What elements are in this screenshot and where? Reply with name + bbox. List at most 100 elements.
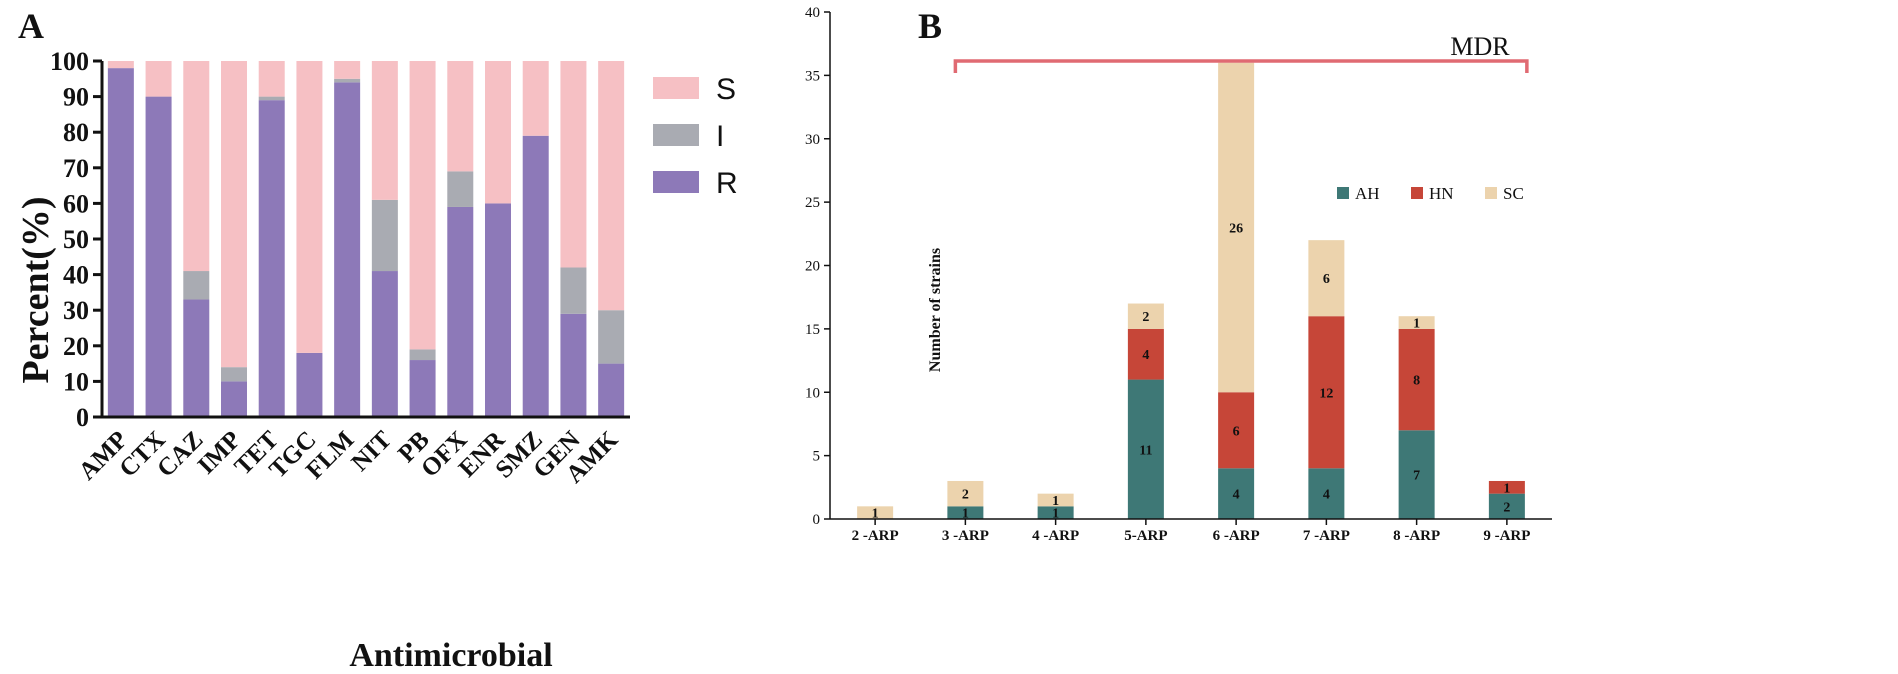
bar-sc-0 [857, 506, 894, 519]
data-label: 8 [1413, 374, 1420, 389]
legend-label-r: R [716, 167, 738, 200]
bar-r-imp [221, 381, 247, 417]
y-tick-label: 50 [63, 225, 89, 254]
bar-ah-1 [947, 506, 984, 519]
bar-i-flm [334, 78, 361, 83]
bar-s-pb [409, 61, 436, 350]
x-tick-label: 7 -ARP [1303, 528, 1350, 544]
panel-a-chart: Percent(%) Antimicrobial AMPCTXCAZIMPTET… [15, 47, 738, 674]
bar-s-caz [183, 61, 210, 272]
data-label: 1 [1052, 507, 1059, 522]
panel-a-x-axis-label: Antimicrobial [349, 637, 552, 674]
bar-i-tet [258, 96, 285, 101]
bar-r-flm [334, 82, 361, 418]
data-label: 6 [1233, 424, 1240, 439]
bar-s-ofx [447, 61, 474, 172]
y-tick-label: 60 [63, 189, 89, 218]
bar-sc-6 [1398, 316, 1435, 329]
bar-s-amp [107, 61, 134, 69]
y-tick-label: 10 [805, 385, 820, 401]
y-tick-label: 80 [63, 118, 89, 147]
legend-swatch-sc [1485, 187, 1497, 199]
x-tick-label: 2 -ARP [852, 528, 899, 544]
data-label: 6 [1323, 272, 1330, 287]
legend-swatch-r [653, 171, 699, 193]
bar-s-nit [371, 61, 398, 200]
bar-r-gen [560, 313, 587, 417]
data-label: 2 [962, 488, 969, 503]
data-label: 7 [1413, 469, 1420, 484]
data-label: 4 [1323, 488, 1330, 503]
bar-sc-1 [947, 480, 984, 507]
bar-r-smz [522, 135, 549, 417]
data-label: 2 [1503, 500, 1510, 515]
x-tick-label: 3 -ARP [942, 528, 989, 544]
data-label: 12 [1319, 386, 1333, 401]
panel-a-letter: A [18, 6, 44, 46]
bar-sc-3 [1127, 303, 1164, 329]
bar-r-tgc [296, 352, 323, 417]
data-label: 2 [1142, 310, 1149, 325]
data-label: 1 [872, 507, 879, 522]
legend-label-hn: HN [1429, 184, 1454, 203]
legend-swatch-s [653, 77, 699, 99]
bar-hn-7 [1488, 480, 1525, 494]
bar-i-ofx [447, 171, 474, 207]
mdr-annotation-label: MDR [1450, 32, 1510, 61]
bar-r-amk [598, 363, 625, 417]
bar-ah-3 [1127, 379, 1164, 519]
data-label: 11 [1139, 443, 1152, 458]
y-tick-label: 5 [813, 449, 821, 465]
bar-sc-2 [1037, 493, 1074, 507]
bar-r-ctx [145, 96, 172, 417]
bar-r-caz [183, 299, 210, 417]
bar-r-tet [258, 100, 285, 417]
x-tick-label: 8 -ARP [1393, 528, 1440, 544]
bar-hn-4 [1218, 392, 1255, 469]
y-tick-label: 15 [805, 322, 820, 338]
mdr-bracket [953, 59, 1529, 73]
y-tick-label: 30 [63, 296, 89, 325]
bar-r-ofx [447, 206, 474, 417]
bar-r-pb [409, 360, 436, 417]
data-label: 1 [1413, 317, 1420, 332]
y-tick-label: 90 [63, 83, 89, 112]
legend-label-s: S [716, 73, 736, 106]
bar-ah-2 [1037, 506, 1074, 519]
bar-hn-5 [1308, 316, 1345, 469]
legend-label-i: I [716, 120, 724, 153]
legend-swatch-i [653, 124, 699, 146]
bar-hn-6 [1398, 328, 1435, 431]
x-tick-label: 4 -ARP [1032, 528, 1079, 544]
y-tick-label: 30 [805, 132, 820, 148]
y-tick-label: 35 [805, 68, 820, 84]
x-tick-label: NIT [347, 426, 398, 477]
data-label: 1 [1503, 481, 1510, 496]
bar-r-nit [371, 271, 398, 417]
bar-s-smz [522, 61, 549, 136]
y-tick-label: 100 [50, 47, 89, 76]
data-label: 26 [1229, 221, 1243, 236]
bar-s-imp [221, 61, 247, 368]
bar-i-pb [409, 349, 436, 361]
bar-s-amk [598, 61, 625, 311]
bar-ah-5 [1308, 468, 1345, 519]
y-tick-label: 20 [805, 259, 820, 275]
x-tick-label: 5-ARP [1124, 528, 1167, 544]
panel-a-y-axis-label: Percent(%) [15, 196, 57, 383]
y-tick-label: 0 [76, 403, 89, 432]
bar-sc-5 [1308, 240, 1345, 317]
bar-i-amk [598, 310, 625, 364]
bar-r-enr [485, 203, 511, 417]
bar-s-tgc [296, 61, 323, 353]
bar-ah-6 [1398, 430, 1435, 519]
data-label: 4 [1233, 488, 1240, 503]
bar-i-caz [183, 271, 210, 300]
bar-s-enr [485, 61, 511, 204]
bar-r-amp [107, 68, 134, 418]
bar-hn-3 [1127, 328, 1164, 380]
y-tick-label: 10 [63, 367, 89, 396]
y-tick-label: 20 [63, 332, 89, 361]
